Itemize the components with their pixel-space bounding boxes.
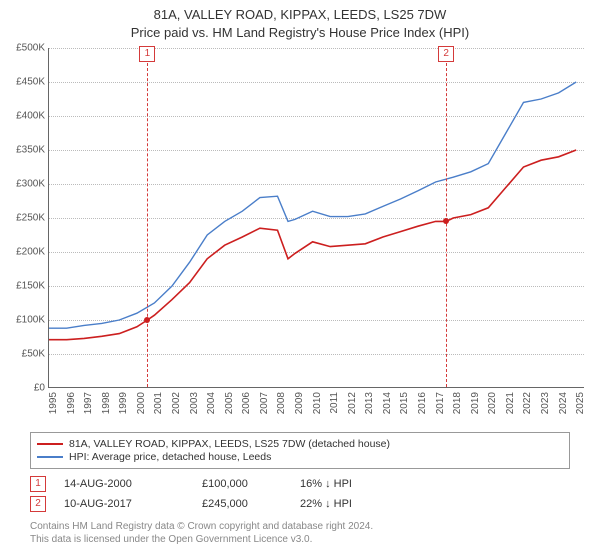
y-tick-label: £50K bbox=[3, 349, 45, 360]
event-price: £245,000 bbox=[202, 498, 282, 510]
event-badge: 2 bbox=[30, 496, 46, 512]
y-tick-label: £250K bbox=[3, 213, 45, 224]
footer-text: Contains HM Land Registry data © Crown c… bbox=[30, 520, 570, 546]
legend-swatch bbox=[37, 443, 63, 445]
chart-plot-area: £0£50K£100K£150K£200K£250K£300K£350K£400… bbox=[48, 48, 584, 388]
series-svg bbox=[49, 48, 585, 388]
x-tick-label: 2004 bbox=[206, 392, 217, 414]
event-badge: 1 bbox=[30, 476, 46, 492]
x-tick-label: 2015 bbox=[399, 392, 410, 414]
event-price: £100,000 bbox=[202, 478, 282, 490]
x-tick-label: 2021 bbox=[505, 392, 516, 414]
x-tick-label: 2003 bbox=[189, 392, 200, 414]
x-tick-label: 2022 bbox=[522, 392, 533, 414]
x-tick-label: 2008 bbox=[276, 392, 287, 414]
event-date: 10-AUG-2017 bbox=[64, 498, 184, 510]
x-tick-label: 1995 bbox=[48, 392, 59, 414]
series-line bbox=[49, 82, 576, 328]
sale-dot bbox=[443, 218, 449, 224]
x-tick-label: 1996 bbox=[66, 392, 77, 414]
x-tick-label: 2018 bbox=[452, 392, 463, 414]
sale-marker-badge: 2 bbox=[438, 46, 454, 62]
x-tick-label: 2011 bbox=[329, 392, 340, 414]
event-delta: 16% ↓ HPI bbox=[300, 478, 352, 490]
event-row: 2 10-AUG-2017 £245,000 22% ↓ HPI bbox=[30, 496, 570, 512]
x-tick-label: 2019 bbox=[470, 392, 481, 414]
x-tick-label: 2020 bbox=[487, 392, 498, 414]
footer-line-1: Contains HM Land Registry data © Crown c… bbox=[30, 520, 570, 533]
x-tick-label: 2013 bbox=[364, 392, 375, 414]
y-tick-label: £500K bbox=[3, 43, 45, 54]
event-date: 14-AUG-2000 bbox=[64, 478, 184, 490]
chart-container: 81A, VALLEY ROAD, KIPPAX, LEEDS, LS25 7D… bbox=[0, 0, 600, 560]
sale-marker-badge: 1 bbox=[139, 46, 155, 62]
y-tick-label: £100K bbox=[3, 315, 45, 326]
y-tick-label: £200K bbox=[3, 247, 45, 258]
title-line-2: Price paid vs. HM Land Registry's House … bbox=[0, 24, 600, 42]
x-tick-label: 2007 bbox=[259, 392, 270, 414]
event-delta: 22% ↓ HPI bbox=[300, 498, 352, 510]
x-tick-label: 2000 bbox=[136, 392, 147, 414]
y-tick-label: £300K bbox=[3, 179, 45, 190]
legend-label: HPI: Average price, detached house, Leed… bbox=[69, 451, 271, 463]
legend-swatch bbox=[37, 456, 63, 458]
legend-row: 81A, VALLEY ROAD, KIPPAX, LEEDS, LS25 7D… bbox=[37, 438, 563, 450]
x-tick-label: 2016 bbox=[417, 392, 428, 414]
x-tick-label: 1997 bbox=[83, 392, 94, 414]
y-tick-label: £350K bbox=[3, 145, 45, 156]
y-tick-label: £0 bbox=[3, 383, 45, 394]
footer-line-2: This data is licensed under the Open Gov… bbox=[30, 533, 570, 546]
x-tick-label: 2002 bbox=[171, 392, 182, 414]
sale-marker-line bbox=[147, 48, 148, 387]
x-tick-label: 2024 bbox=[558, 392, 569, 414]
title-line-1: 81A, VALLEY ROAD, KIPPAX, LEEDS, LS25 7D… bbox=[0, 6, 600, 24]
x-tick-label: 2025 bbox=[575, 392, 586, 414]
x-tick-label: 2009 bbox=[294, 392, 305, 414]
legend-row: HPI: Average price, detached house, Leed… bbox=[37, 451, 563, 463]
x-tick-label: 2014 bbox=[382, 392, 393, 414]
event-rows: 1 14-AUG-2000 £100,000 16% ↓ HPI 2 10-AU… bbox=[30, 472, 570, 516]
series-line bbox=[49, 150, 576, 340]
sale-dot bbox=[144, 317, 150, 323]
legend-box: 81A, VALLEY ROAD, KIPPAX, LEEDS, LS25 7D… bbox=[30, 432, 570, 469]
x-tick-label: 2012 bbox=[347, 392, 358, 414]
x-tick-label: 2001 bbox=[153, 392, 164, 414]
legend-label: 81A, VALLEY ROAD, KIPPAX, LEEDS, LS25 7D… bbox=[69, 438, 390, 450]
y-tick-label: £400K bbox=[3, 111, 45, 122]
x-tick-label: 2023 bbox=[540, 392, 551, 414]
x-tick-label: 1999 bbox=[118, 392, 129, 414]
event-row: 1 14-AUG-2000 £100,000 16% ↓ HPI bbox=[30, 476, 570, 492]
y-tick-label: £450K bbox=[3, 77, 45, 88]
x-tick-label: 1998 bbox=[101, 392, 112, 414]
y-tick-label: £150K bbox=[3, 281, 45, 292]
x-tick-label: 2006 bbox=[241, 392, 252, 414]
x-tick-label: 2017 bbox=[435, 392, 446, 414]
x-tick-label: 2010 bbox=[312, 392, 323, 414]
chart-title: 81A, VALLEY ROAD, KIPPAX, LEEDS, LS25 7D… bbox=[0, 0, 600, 41]
x-tick-label: 2005 bbox=[224, 392, 235, 414]
